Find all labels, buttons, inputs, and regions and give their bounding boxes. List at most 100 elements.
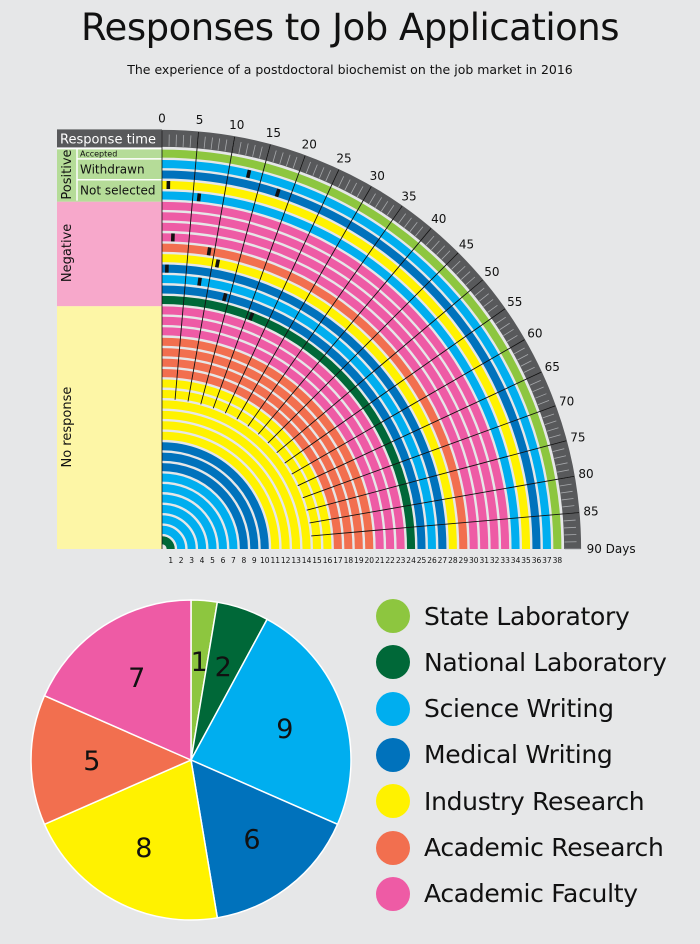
application-arc-11 [161,431,280,550]
day-hash-mark [356,186,364,198]
sublabel-accepted: Accepted [80,150,117,159]
day-hash-mark [436,245,446,255]
day-tick-label: 45 [459,238,474,252]
day-hash-mark [369,193,376,205]
day-gridline [276,279,483,454]
day-tick-label: 25 [336,152,351,166]
legend-item-state-laboratory: State Laboratory [376,596,696,636]
day-hash-mark [487,304,498,313]
day-tick-label: 15 [266,126,281,140]
legend-label: Science Writing [424,694,614,724]
ring-index-label: 8 [241,556,246,565]
no-response-label: No response [60,387,75,468]
legend-label: National Laboratory [424,647,667,677]
day-gridline [247,205,403,427]
ring-index-label: 28 [448,556,458,565]
day-hash-mark [441,250,451,260]
pie-value-label: 1 [191,647,208,678]
ring-index-label: 6 [221,556,226,565]
day-hash-mark [513,347,525,355]
day-hash-mark [375,197,383,208]
day-hash-mark [182,134,185,147]
application-arc-14 [161,400,311,550]
pie-slice-academic-faculty [43,599,192,762]
day-hash-mark [398,213,407,224]
legend-item-academic-faculty: Academic Faculty [376,874,696,914]
day-hash-mark [479,293,489,302]
pie-slice-academic-research [30,694,193,826]
day-hash-mark [557,469,570,473]
ring-index-label: 22 [385,556,395,565]
response-marker [170,233,175,242]
ring-index-label: 14 [302,556,312,565]
chart-subtitle: The experience of a postdoctoral biochem… [127,62,573,77]
day-gridline [297,371,542,487]
day-tick-label: 35 [401,189,416,203]
ring-index-label: 26 [427,556,437,565]
ring-index-label: 27 [438,556,448,565]
day-tick-label: 0 [158,111,166,125]
application-arc-2 [161,525,186,550]
day-hash-mark [386,205,395,216]
legend-item-industry-research: Industry Research [376,781,696,821]
ring-index-label: 5 [210,556,215,565]
day-tick-label: 10 [229,118,244,132]
day-tick-label: 50 [484,265,499,279]
ring-index-label: 32 [490,556,500,565]
ring-index-label: 16 [323,556,333,565]
day-hash-mark [224,139,228,152]
application-arc-8 [161,463,248,550]
day-hash-mark [451,260,461,270]
day-hash-mark [252,144,256,157]
ring-index-label: 25 [417,556,427,565]
sublabel-not-selected: Not selected [80,184,156,198]
response-time-label-box [57,129,162,148]
legend-swatch [376,599,410,633]
day-tick-label: 75 [570,431,585,445]
legend-item-academic-research: Academic Research [376,828,696,868]
day-hash-mark [560,490,573,494]
application-arc-7 [161,473,238,550]
response-marker [206,247,212,256]
ring-index-label: 19 [354,556,364,565]
application-arc-1 [161,536,175,550]
ring-index-label: 12 [281,556,291,565]
day-hash-mark [189,135,192,148]
application-arc-9 [161,452,259,550]
ring-index-label: 38 [553,556,563,565]
day-hash-mark [499,322,510,331]
day-hash-mark [532,386,544,393]
ring-index-label: 33 [500,556,510,565]
day-hash-mark [562,505,575,508]
legend-swatch [376,645,410,680]
day-hash-mark [203,136,206,149]
day-tick-label: 80 [578,467,593,481]
day-gridline [212,155,306,409]
day-tick-label: 60 [527,327,542,341]
sublabel-withdrawn: Withdrawn [80,163,145,177]
ring-index-label: 24 [406,556,416,565]
day-hash-mark [555,462,568,466]
day-tick-label: 30 [370,169,385,183]
day-gridline [306,440,567,511]
chart-title: Responses to Job Applications [81,6,619,49]
day-gridline [267,252,459,444]
response-marker [197,277,202,286]
day-hash-mark [210,137,213,150]
ring-index-label: 29 [459,556,469,565]
ring-index-label: 15 [312,556,322,565]
response-marker [222,292,228,302]
day-tick-label: 65 [545,360,560,374]
application-arc-3 [161,515,196,550]
ring-index-label: 1 [168,556,173,565]
pie-slice-science-writing [189,618,352,826]
day-hash-mark [523,366,535,373]
legend-swatch [376,876,410,911]
day-hash-mark [517,354,529,361]
legend-label: Industry Research [424,786,645,816]
day-hash-mark [535,393,547,399]
ring-index-label: 30 [469,556,479,565]
response-marker [166,180,171,190]
day-hash-mark [415,226,424,237]
response-marker [274,188,281,198]
